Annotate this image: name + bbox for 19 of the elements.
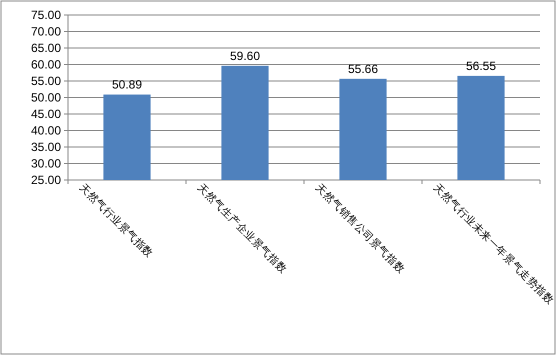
y-tick-label: 30.00 bbox=[30, 156, 62, 170]
x-tick-label: 天然气行业未来一年景气走势指数 bbox=[430, 180, 556, 307]
y-tick-label: 60.00 bbox=[30, 58, 62, 72]
data-label: 56.55 bbox=[466, 58, 496, 73]
y-tick-label: 40.00 bbox=[30, 124, 62, 138]
y-tick-label: 65.00 bbox=[30, 41, 62, 55]
data-label: 50.89 bbox=[112, 78, 142, 92]
data-label: 55.66 bbox=[348, 62, 378, 76]
y-tick-label: 55.00 bbox=[30, 74, 62, 88]
x-tick-label: 天然气行业景气指数 bbox=[76, 180, 156, 260]
y-tick-label: 35.00 bbox=[30, 140, 62, 154]
y-tick-label: 25.00 bbox=[30, 173, 62, 187]
y-tick-label: 70.00 bbox=[30, 24, 62, 38]
y-tick-label: 45.00 bbox=[30, 107, 62, 121]
y-tick-label: 50.00 bbox=[30, 90, 62, 104]
x-tick-label: 天然气生产企业景气指数 bbox=[194, 180, 290, 276]
y-tick-label: 75.00 bbox=[30, 8, 62, 22]
x-tick-label: 天然气销售公司景气指数 bbox=[312, 182, 407, 276]
data-label: 59.60 bbox=[230, 48, 260, 63]
